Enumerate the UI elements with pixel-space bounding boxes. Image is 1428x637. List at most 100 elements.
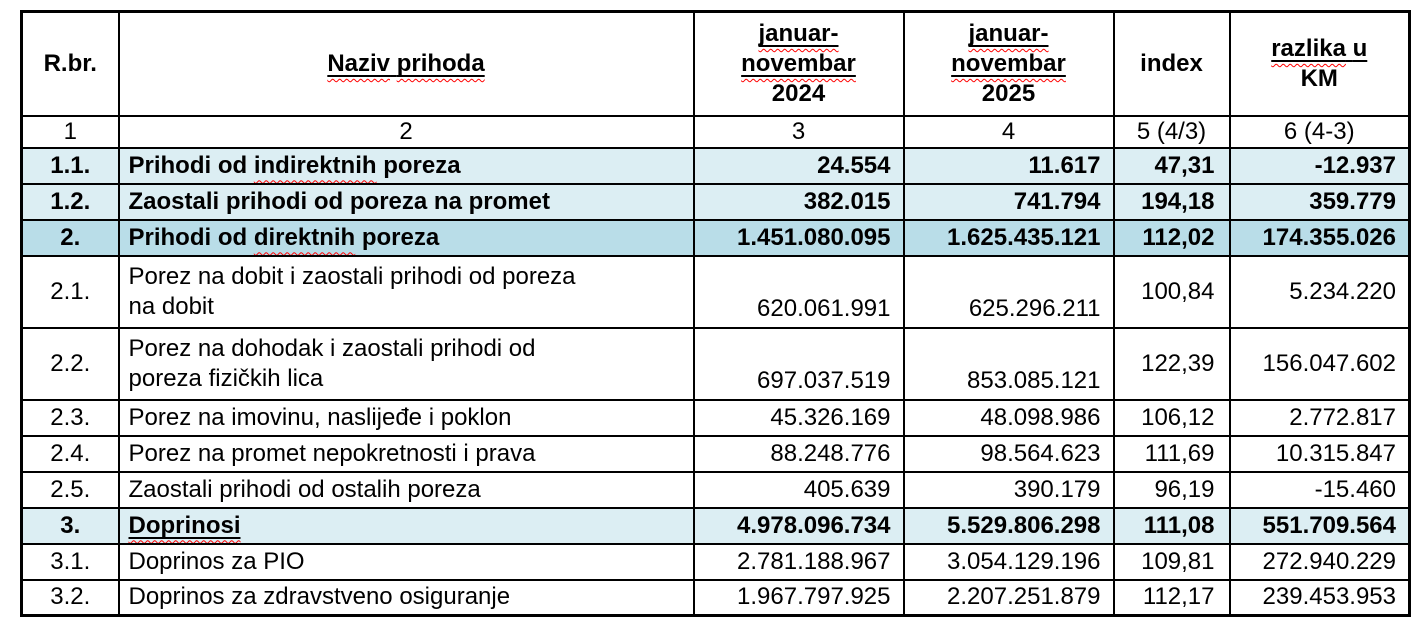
- difference-cell: 5.234.220: [1228, 254, 1411, 329]
- table-row: 3. Doprinosi 4.978.096.734 5.529.806.298 111…: [20, 506, 1411, 545]
- header-line: 2025: [981, 79, 1036, 107]
- revenue-table: R.br. Naziv prihoda januar-novembar 2024 jan…: [20, 10, 1411, 617]
- amount-2025-cell: 1.625.435.121: [902, 218, 1115, 257]
- index-cell: 106,12: [1112, 398, 1231, 437]
- revenue-name-cell: Porez na dobit i zaostali prihodi od por…: [117, 254, 695, 329]
- table-row: 1.2. Zaostali prihodi od poreza na promet…: [20, 182, 1411, 221]
- row-number-cell: 3.1.: [20, 542, 120, 581]
- index-cell: 194,18: [1112, 182, 1231, 221]
- amount-2024-cell: 4.978.096.734: [692, 506, 905, 545]
- row-number-cell: 3.2.: [20, 578, 120, 617]
- row-number-cell: 2.1.: [20, 254, 120, 329]
- revenue-name-cell: Doprinosi: [117, 506, 695, 545]
- header-line: 2024: [771, 79, 826, 107]
- amount-2024-cell: 2.781.188.967: [692, 542, 905, 581]
- spellcheck-squiggle-word: januar-: [758, 19, 839, 47]
- amount-2025-cell: 3.054.129.196: [902, 542, 1115, 581]
- difference-cell: 272.940.229: [1228, 542, 1411, 581]
- table-row: 2.4. Porez na promet nepokretnosti i prav…: [20, 434, 1411, 473]
- amount-2024-cell: 697.037.519: [692, 326, 905, 401]
- header-line: januar-: [696, 19, 902, 49]
- table-row: 3.2. Doprinos za zdravstveno osiguranje 1.…: [20, 578, 1411, 617]
- underlined-text: Naziv prihoda: [327, 50, 484, 77]
- spellcheck-squiggle-word: Naziv: [327, 49, 391, 77]
- spellcheck-squiggle-word: prihoda: [396, 49, 485, 77]
- underlined-text: novembar: [951, 50, 1066, 77]
- amount-2024-cell: 88.248.776: [692, 434, 905, 473]
- revenue-name-cell: Zaostali prihodi od ostalih poreza: [117, 470, 695, 509]
- amount-2025-cell: 741.794: [902, 182, 1115, 221]
- row-number-cell: 2.: [20, 218, 120, 257]
- header-row: R.br. Naziv prihoda januar-novembar 2024 jan…: [20, 10, 1411, 117]
- difference-cell: 156.047.602: [1228, 326, 1411, 401]
- spellcheck-squiggle-word: direktnih: [253, 223, 356, 251]
- amount-2025-cell: 5.529.806.298: [902, 506, 1115, 545]
- index-cell: 111,69: [1112, 434, 1231, 473]
- amount-2025-cell: 98.564.623: [902, 434, 1115, 473]
- column-number-cell: 2: [117, 114, 695, 149]
- row-number-cell: 2.3.: [20, 398, 120, 437]
- spellcheck-squiggle-word: Doprinosi: [128, 511, 241, 539]
- row-number-cell: 2.2.: [20, 326, 120, 401]
- difference-cell: 174.355.026: [1228, 218, 1411, 257]
- difference-cell: -12.937: [1228, 146, 1411, 185]
- row-number-cell: 1.1.: [20, 146, 120, 185]
- index-cell: 111,08: [1112, 506, 1231, 545]
- index-cell: 109,81: [1112, 542, 1231, 581]
- spellcheck-squiggle-word: razlika: [1271, 34, 1346, 62]
- difference-cell: 551.709.564: [1228, 506, 1411, 545]
- index-cell: 112,02: [1112, 218, 1231, 257]
- amount-2024-cell: 620.061.991: [692, 254, 905, 329]
- underlined-word: Doprinosi: [129, 512, 241, 539]
- amount-2024-cell: 405.639: [692, 470, 905, 509]
- column-number-cell: 1: [20, 114, 120, 149]
- table-row: 2.5. Zaostali prihodi od ostalih poreza 40…: [20, 470, 1411, 509]
- column-header-index: index: [1112, 10, 1231, 117]
- spellcheck-squiggle-word: novembar: [951, 49, 1066, 77]
- difference-cell: -15.460: [1228, 470, 1411, 509]
- spellcheck-squiggle-word: januar-: [968, 19, 1049, 47]
- revenue-name-cell: Porez na dohodak i zaostali prihodi od po…: [117, 326, 695, 401]
- spellcheck-squiggle-word: indirektnih: [253, 151, 377, 179]
- difference-cell: 359.779: [1228, 182, 1411, 221]
- underlined-text: januar-: [968, 20, 1048, 47]
- revenue-name-cell: Zaostali prihodi od poreza na promet: [117, 182, 695, 221]
- amount-2024-cell: 24.554: [692, 146, 905, 185]
- amount-2025-cell: 853.085.121: [902, 326, 1115, 401]
- header-line: Naziv prihoda: [121, 49, 692, 79]
- revenue-name-cell: Prihodi od indirektnih poreza: [117, 146, 695, 185]
- column-number-cell: 3: [692, 114, 905, 149]
- header-line: razlika u: [1232, 34, 1408, 64]
- revenue-name-cell: Doprinos za zdravstveno osiguranje: [117, 578, 695, 617]
- spellcheck-squiggle-word: novembar: [741, 49, 856, 77]
- difference-cell: 2.772.817: [1228, 398, 1411, 437]
- table-row: 2.1. Porez na dobit i zaostali prihodi od…: [20, 254, 1411, 329]
- header-line: index: [1140, 49, 1203, 77]
- column-number-cell: 5 (4/3): [1112, 114, 1231, 149]
- table-row: 3.1. Doprinos za PIO 2.781.188.967 3.054.12…: [20, 542, 1411, 581]
- document-page: R.br. Naziv prihoda januar-novembar 2024 jan…: [20, 10, 1411, 617]
- revenue-name-cell: Doprinos za PIO: [117, 542, 695, 581]
- header-line: novembar: [696, 49, 902, 79]
- underlined-text: novembar: [741, 50, 856, 77]
- amount-2024-cell: 45.326.169: [692, 398, 905, 437]
- column-number-cell: 6 (4-3): [1228, 114, 1411, 149]
- header-line: novembar: [906, 49, 1112, 79]
- row-number-cell: 2.5.: [20, 470, 120, 509]
- amount-2025-cell: 625.296.211: [902, 254, 1115, 329]
- index-cell: 122,39: [1112, 326, 1231, 401]
- row-number-cell: 2.4.: [20, 434, 120, 473]
- table-row: 2.3. Porez na imovinu, naslijeđe i poklon…: [20, 398, 1411, 437]
- row-number-cell: 1.2.: [20, 182, 120, 221]
- index-cell: 47,31: [1112, 146, 1231, 185]
- amount-2025-cell: 2.207.251.879: [902, 578, 1115, 617]
- header-line: januar-: [906, 19, 1112, 49]
- header-line: R.br.: [43, 49, 97, 77]
- column-header-naziv: Naziv prihoda: [117, 10, 695, 117]
- amount-2025-cell: 11.617: [902, 146, 1115, 185]
- index-cell: 96,19: [1112, 470, 1231, 509]
- column-header-razlika: razlika u KM: [1228, 10, 1411, 117]
- difference-cell: 239.453.953: [1228, 578, 1411, 617]
